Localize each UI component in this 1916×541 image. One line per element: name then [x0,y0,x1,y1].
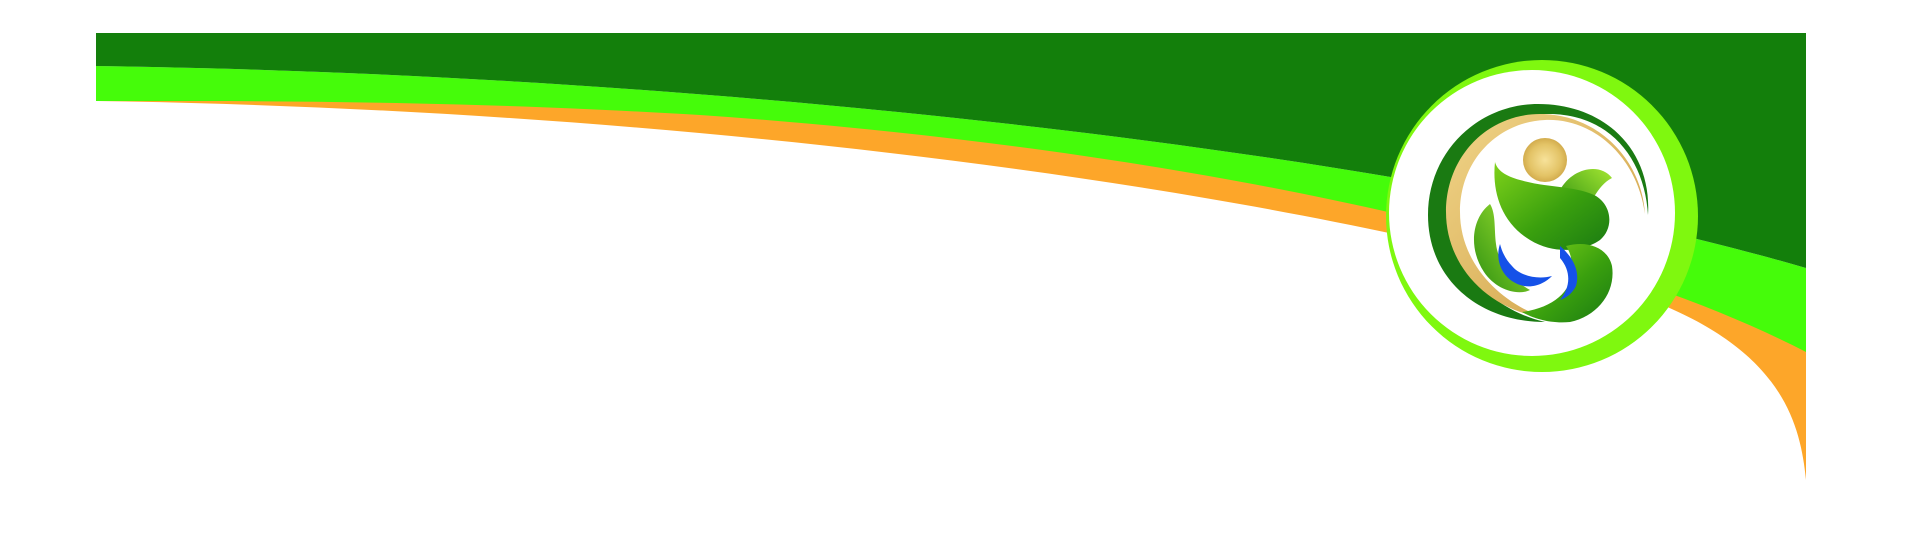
dark-green-band [96,33,1806,268]
logo-water-drop [1498,244,1552,287]
logo-main-leaf [1494,162,1610,250]
logo-gold-dot [1523,138,1567,182]
logo-left-leaf [1473,204,1530,293]
logo-lower-leaf [1522,244,1613,323]
logo-water-drop-right [1560,246,1578,300]
logo-emblem [1386,60,1698,372]
